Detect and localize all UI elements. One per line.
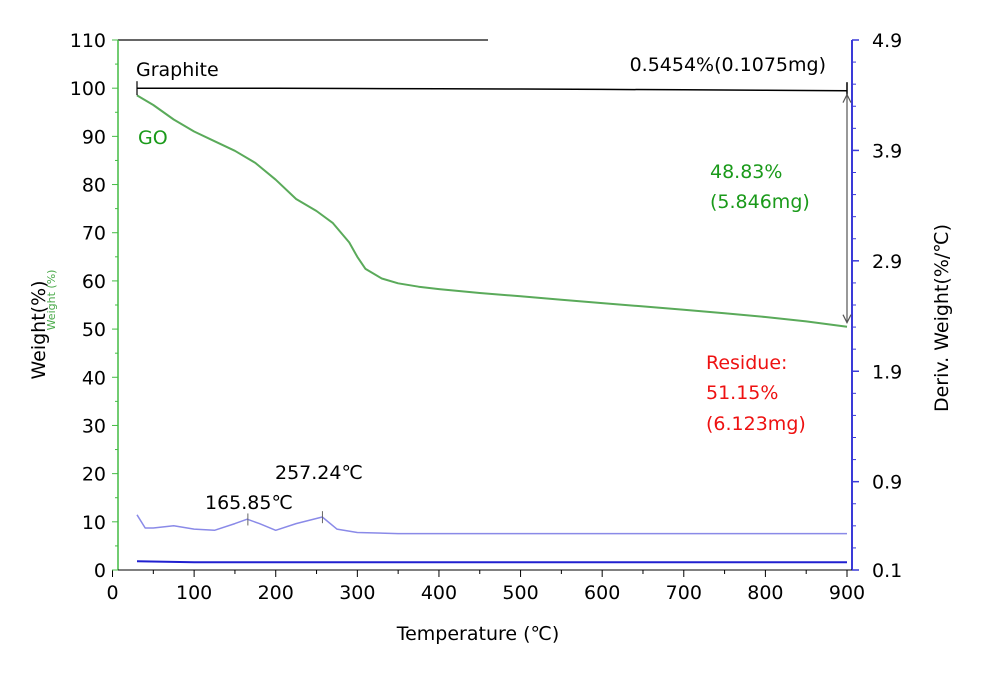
- residue-mg-label: (6.123mg): [706, 413, 806, 435]
- y-tick-label: 40: [82, 367, 106, 389]
- y-tick-label: 60: [82, 271, 106, 293]
- y-tick-label: 110: [70, 30, 106, 52]
- y-tick-label: 0: [94, 560, 106, 582]
- y2-tick-label: 4.9: [872, 30, 902, 52]
- go-line: [136, 94, 848, 328]
- peak2-label: 257.24℃: [275, 462, 363, 484]
- go-deriv-line: [136, 514, 847, 535]
- x-tick-label: 800: [747, 582, 783, 604]
- x-axis-title: Temperature (℃): [396, 623, 560, 645]
- x-tick-label: 200: [258, 582, 294, 604]
- y-tick-label: 90: [82, 126, 106, 148]
- y2-tick-label: 1.9: [872, 361, 902, 383]
- residue-pct-label: 51.15%: [706, 382, 778, 404]
- x-tick-label: 0: [106, 582, 118, 604]
- graphite-deriv-line: [136, 560, 847, 564]
- x-tick-label: 500: [502, 582, 538, 604]
- y2-axis-title: Deriv. Weight(%/℃): [931, 224, 953, 412]
- go-loss-arrow-head-bottom: [842, 314, 852, 325]
- x-tick-label: 100: [176, 582, 212, 604]
- y-axis-title-overlay: Weight (%): [45, 270, 58, 331]
- y-tick-label: 10: [82, 512, 106, 534]
- y-tick-label: 70: [82, 223, 106, 245]
- residue-title-label: Residue:: [706, 352, 787, 374]
- x-tick-label: 600: [584, 582, 620, 604]
- y2-ticks: 0.1 0.9 1.9 2.9 3.9 4.9: [852, 30, 902, 582]
- y-tick-label: 30: [82, 415, 106, 437]
- y2-tick-label: 3.9: [872, 140, 902, 162]
- x-tick-label: 700: [666, 582, 702, 604]
- graphite-line: [137, 87, 848, 92]
- y-tick-label: 80: [82, 175, 106, 197]
- x-tick-label: 900: [829, 582, 865, 604]
- graphite-label: Graphite: [136, 59, 219, 81]
- marker-layer: [136, 81, 852, 526]
- y-tick-label: 100: [70, 78, 106, 100]
- go-loss-pct-label: 48.83%: [710, 161, 782, 183]
- series-layer: [136, 87, 848, 564]
- y-tick-label: 50: [82, 319, 106, 341]
- peak1-label: 165.85℃: [205, 492, 293, 514]
- go-loss-arrow-head-top: [842, 93, 852, 103]
- graphite-loss-label: 0.5454%(0.1075mg): [630, 54, 826, 76]
- y-tick-label: 20: [82, 464, 106, 486]
- go-label: GO: [138, 127, 168, 149]
- x-tick-label: 400: [421, 582, 457, 604]
- go-loss-mg-label: (5.846mg): [710, 191, 810, 213]
- y2-tick-label: 0.1: [872, 560, 902, 582]
- y2-tick-label: 2.9: [872, 251, 902, 273]
- y-axis-title: Weight(%): [28, 280, 50, 379]
- x-tick-label: 300: [339, 582, 375, 604]
- y2-tick-label: 0.9: [872, 472, 902, 494]
- x-ticks: 0 100 200 300 400 500 600 700 800 900: [106, 570, 865, 604]
- y-ticks: 0 10 20 30 40 50 60 70 80 90 100 110: [70, 30, 118, 582]
